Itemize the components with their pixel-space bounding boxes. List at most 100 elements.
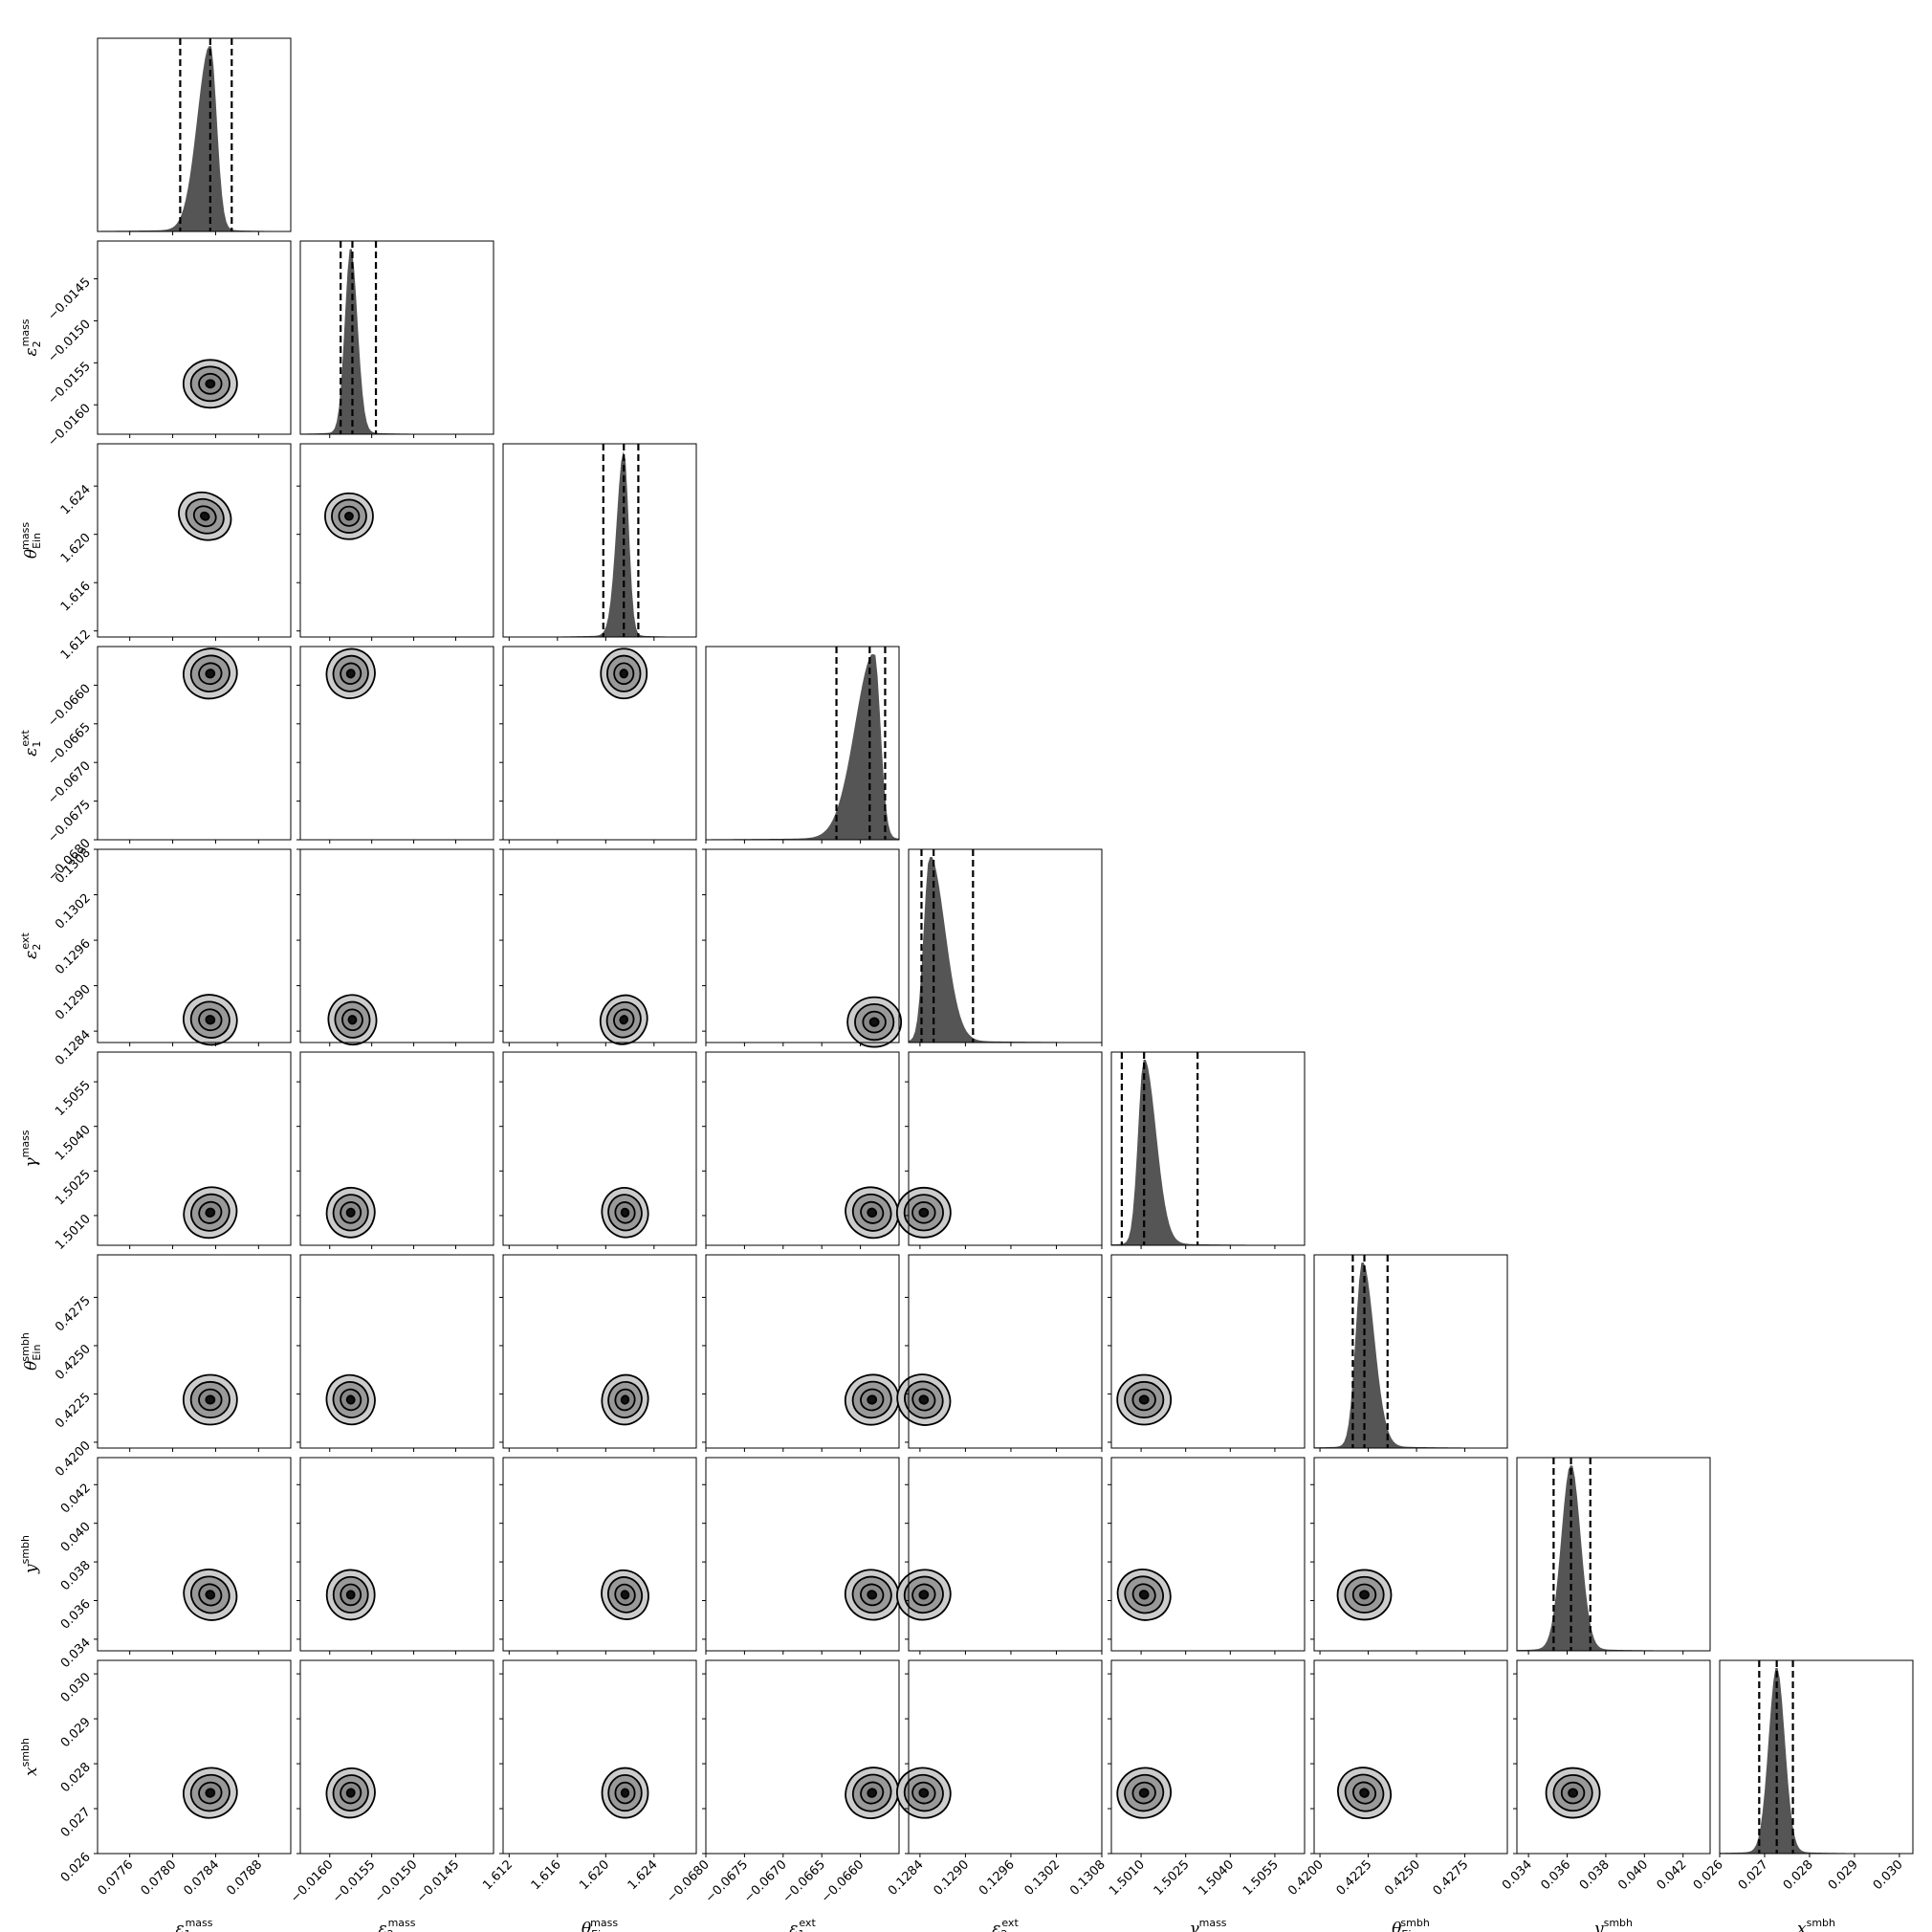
y-axis-gamma_mass: 1.50101.50251.50401.5055γmass (19, 1078, 94, 1253)
panel-frame (909, 1458, 1102, 1651)
x-tick-label: −0.0160 (288, 1857, 336, 1905)
panel-2d-x_smbh-vs-theta_mass (499, 1660, 696, 1857)
x-tick-label: 0.030 (1871, 1857, 1906, 1893)
y-tick-label: 0.4225 (53, 1391, 94, 1432)
x-tick-label: 0.042 (1655, 1857, 1690, 1893)
y-tick-label: 1.620 (58, 531, 94, 566)
panel-2d-x_smbh-vs-theta_smbh (1310, 1660, 1507, 1857)
y-tick-label: 0.034 (58, 1636, 94, 1671)
contour-core (621, 1395, 629, 1405)
contour-core (348, 1015, 358, 1024)
x-tick-label: 0.1284 (886, 1857, 927, 1899)
y-tick-label: 0.040 (58, 1520, 94, 1555)
x-axis-label-y_smbh: ysmbh (1593, 1917, 1633, 1932)
panel-frame (1517, 1660, 1710, 1854)
panel-frame (300, 444, 494, 637)
panel-2d-gamma_mass-vs-e1_mass (94, 1052, 291, 1249)
panel-frame (706, 1660, 899, 1854)
y-tick-label: 0.4250 (53, 1342, 94, 1383)
panel-2d-e2_ext-vs-e1_mass (94, 849, 291, 1050)
panel-2d-x_smbh-vs-e1_mass (94, 1660, 291, 1857)
x-tick-label: 0.1302 (1022, 1857, 1064, 1899)
x-tick-label: −0.0660 (819, 1857, 867, 1905)
panel-frame (503, 849, 696, 1043)
panel-2d-theta_smbh-vs-e2_mass (296, 1255, 494, 1452)
x-tick-label: 1.620 (577, 1857, 612, 1893)
contour-core (1140, 1395, 1149, 1403)
panel-frame (706, 1458, 899, 1651)
x-axis-y_smbh: 0.034 0.036 0.038 0.040 0.042 ysmbh (1500, 1857, 1690, 1932)
contour-core (622, 1789, 629, 1796)
y-axis-theta_mass: 1.6121.6161.6201.624θEinmass (19, 482, 94, 662)
y-tick-label: −0.0660 (45, 682, 93, 730)
y-tick-label: 0.029 (58, 1715, 94, 1750)
panel-2d-theta_smbh-vs-e1_mass (94, 1255, 291, 1452)
panel-2d-gamma_mass-vs-theta_mass (499, 1052, 696, 1249)
x-tick-label: 1.612 (480, 1857, 516, 1893)
panel-2d-y_smbh-vs-theta_mass (499, 1458, 696, 1655)
panel-2d-theta_smbh-vs-e1_ext (702, 1255, 904, 1452)
x-axis-gamma_mass: 1.5010 1.5025 1.5040 1.5055γmass (1107, 1857, 1282, 1932)
contour-core (1360, 1591, 1369, 1598)
panel-frame (503, 444, 696, 637)
panel-frame (1314, 1660, 1507, 1854)
panel-frame (503, 1660, 696, 1854)
panel-frame (909, 1660, 1102, 1854)
panel-frame (503, 1255, 696, 1448)
panel-2d-x_smbh-vs-e1_ext (702, 1660, 908, 1857)
x-axis-label-e2_mass: ε2mass (378, 1917, 415, 1932)
panel-2d-e1_ext-vs-e2_mass (296, 641, 494, 844)
x-tick-label: 0.028 (1781, 1857, 1816, 1893)
x-tick-label: 0.029 (1826, 1857, 1861, 1893)
x-tick-label: 0.026 (1691, 1857, 1726, 1893)
x-tick-label: 0.036 (1538, 1857, 1573, 1893)
y-tick-label: 1.5025 (53, 1168, 94, 1209)
histogram-e2_mass (300, 249, 494, 434)
x-tick-label: −0.0155 (330, 1857, 378, 1905)
x-tick-label: 0.034 (1500, 1857, 1535, 1893)
y-tick-label: 0.1302 (53, 891, 94, 933)
y-tick-label: 0.4200 (53, 1438, 94, 1480)
y-tick-label: −0.0160 (45, 401, 93, 449)
y-axis-label-x_smbh: xsmbh (19, 1738, 41, 1776)
x-tick-label: 0.1308 (1067, 1857, 1109, 1899)
panel-2d-x_smbh-vs-e2_mass (296, 1660, 494, 1857)
x-tick-label: 0.4250 (1382, 1857, 1423, 1899)
panel-frame (503, 647, 696, 840)
x-tick-label: 0.0780 (139, 1857, 180, 1899)
y-tick-label: 1.5055 (53, 1078, 94, 1119)
x-axis-theta_mass: 1.6121.6161.6201.624θEinmass (480, 1857, 660, 1932)
contour-core (870, 1018, 879, 1025)
y-tick-label: 1.5040 (53, 1123, 94, 1164)
y-tick-label: 1.5010 (53, 1212, 94, 1253)
x-tick-label: 1.5025 (1152, 1857, 1193, 1899)
contour-core (620, 670, 627, 677)
x-tick-label: 1.5055 (1240, 1857, 1282, 1899)
panel-2d-theta_mass-vs-e2_mass (296, 444, 494, 641)
panel-hist-gamma_mass (1111, 1052, 1305, 1249)
histogram-x_smbh (1720, 1668, 1913, 1854)
histogram-theta_smbh (1314, 1262, 1507, 1448)
x-tick-label: 1.5010 (1107, 1857, 1148, 1899)
y-tick-label: 0.1290 (53, 982, 94, 1023)
panel-frame (300, 1458, 494, 1651)
panel-frame (1111, 1660, 1305, 1854)
x-tick-label: 0.0788 (224, 1857, 265, 1899)
contour-core (621, 1208, 629, 1218)
panel-frame (98, 1660, 291, 1854)
y-axis-label-e2_mass: ε2mass (19, 318, 43, 356)
x-tick-label: 0.038 (1577, 1857, 1613, 1893)
x-tick-label: 0.0784 (181, 1857, 222, 1899)
panel-2d-e2_mass-vs-e1_mass (94, 241, 291, 438)
panel-frame (300, 241, 494, 434)
y-tick-label: 0.026 (58, 1850, 94, 1885)
x-axis-theta_smbh: 0.42000.42250.42500.4275θEinsmbh (1285, 1857, 1471, 1932)
y-tick-label: 0.1296 (53, 936, 94, 977)
histogram-theta_mass (503, 451, 696, 637)
y-tick-label: −0.0155 (45, 360, 93, 407)
histogram-gamma_mass (1111, 1060, 1305, 1245)
panel-hist-e2_ext (909, 849, 1102, 1046)
contour-core (206, 1395, 214, 1403)
